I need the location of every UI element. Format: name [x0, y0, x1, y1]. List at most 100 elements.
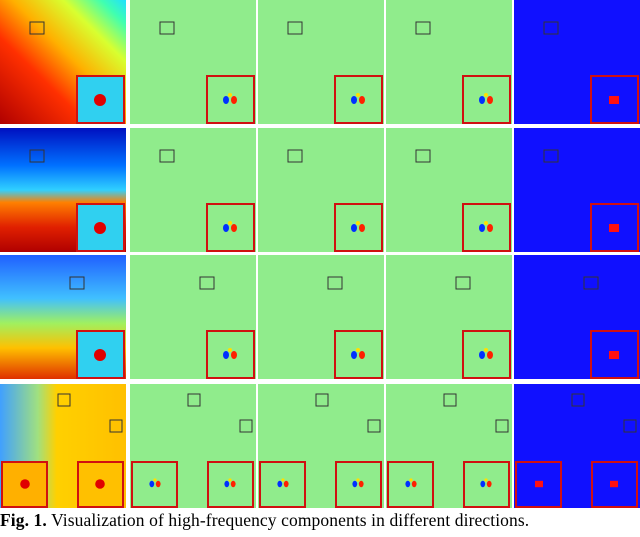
blob	[94, 94, 106, 106]
small-box	[443, 393, 457, 407]
inset	[463, 461, 510, 508]
small-box	[69, 276, 85, 290]
blob	[484, 93, 488, 97]
blob	[223, 96, 229, 104]
blob	[359, 96, 365, 104]
blob	[231, 351, 237, 359]
blob	[281, 478, 285, 482]
blob	[479, 96, 485, 104]
small-box	[239, 419, 253, 433]
inset	[206, 75, 255, 124]
inset	[206, 330, 255, 379]
blob	[356, 221, 360, 225]
blob	[223, 224, 229, 232]
blob	[359, 351, 365, 359]
blob	[351, 351, 357, 359]
blob	[479, 351, 485, 359]
inset	[387, 461, 434, 508]
blob	[610, 480, 618, 488]
blob	[487, 96, 493, 104]
figure-grid	[0, 0, 640, 508]
blob	[228, 348, 232, 352]
blob	[609, 351, 619, 359]
small-box	[583, 276, 599, 290]
blob	[352, 480, 358, 488]
small-box	[367, 419, 381, 433]
small-box	[109, 419, 123, 433]
blob	[480, 480, 486, 488]
small-box	[495, 419, 509, 433]
blob	[484, 348, 488, 352]
small-box	[57, 393, 71, 407]
blob	[228, 478, 232, 482]
small-box	[543, 21, 559, 35]
small-box	[29, 149, 45, 163]
inset	[462, 330, 511, 379]
blob	[479, 224, 485, 232]
small-box	[415, 149, 431, 163]
small-box	[571, 393, 585, 407]
blob	[95, 479, 105, 489]
small-box	[315, 393, 329, 407]
inset	[207, 461, 254, 508]
small-box	[543, 149, 559, 163]
blob	[351, 96, 357, 104]
blob	[609, 224, 619, 232]
inset	[206, 203, 255, 252]
blob	[484, 478, 488, 482]
blob	[228, 93, 232, 97]
blob	[228, 221, 232, 225]
small-box	[199, 276, 215, 290]
blob	[153, 478, 157, 482]
inset	[131, 461, 178, 508]
inset	[259, 461, 306, 508]
small-box	[29, 21, 45, 35]
inset	[334, 203, 383, 252]
blob	[283, 480, 289, 488]
inset	[334, 75, 383, 124]
inset	[462, 75, 511, 124]
caption: Fig. 1. Visualization of high-frequency …	[0, 510, 640, 531]
blob	[356, 348, 360, 352]
blob	[94, 222, 106, 234]
blob	[359, 224, 365, 232]
blob	[484, 221, 488, 225]
blob	[487, 351, 493, 359]
inset	[462, 203, 511, 252]
blob	[609, 96, 619, 104]
small-box	[159, 149, 175, 163]
blob	[223, 351, 229, 359]
blob	[20, 479, 30, 489]
blob	[411, 480, 417, 488]
blob	[351, 224, 357, 232]
blob	[356, 478, 360, 482]
blob	[224, 480, 230, 488]
small-box	[623, 419, 637, 433]
blob	[486, 480, 492, 488]
blob	[230, 480, 236, 488]
blob	[405, 480, 411, 488]
inset	[335, 461, 382, 508]
small-box	[455, 276, 471, 290]
blob	[94, 349, 106, 361]
small-box	[415, 21, 431, 35]
caption-text: Visualization of high-frequency componen…	[51, 510, 530, 530]
inset	[334, 330, 383, 379]
blob	[358, 480, 364, 488]
blob	[356, 93, 360, 97]
blob	[155, 480, 161, 488]
blob	[231, 96, 237, 104]
blob	[535, 480, 543, 488]
blob	[409, 478, 413, 482]
blob	[231, 224, 237, 232]
blob	[487, 224, 493, 232]
inset	[590, 203, 639, 252]
small-box	[159, 21, 175, 35]
blob	[277, 480, 283, 488]
small-box	[287, 21, 303, 35]
small-box	[327, 276, 343, 290]
small-box	[287, 149, 303, 163]
caption-label: Fig. 1.	[0, 510, 47, 530]
blob	[149, 480, 155, 488]
